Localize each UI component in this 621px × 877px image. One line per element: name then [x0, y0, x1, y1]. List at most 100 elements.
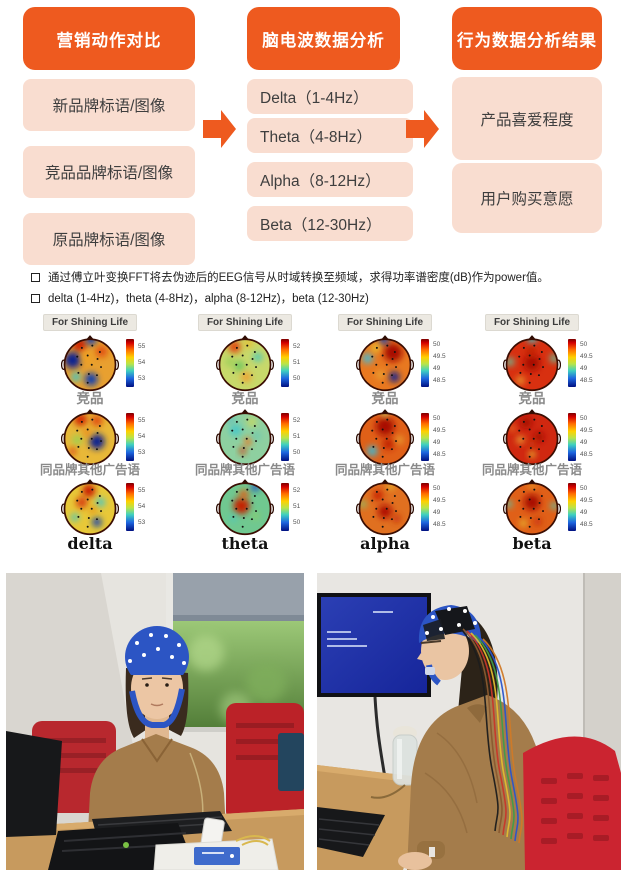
flow-item-product-liking: 产品喜爱程度 — [452, 77, 602, 160]
flow-item-theta: Theta（4-8Hz） — [247, 118, 413, 153]
eeg-topomap-cell — [502, 334, 562, 392]
eeg-topomap-cell — [355, 408, 415, 466]
colorbar-tick: 55 — [138, 487, 146, 494]
colorbar-tick: 54 — [138, 359, 146, 366]
colorbar-tick: 50 — [580, 485, 588, 492]
eeg-topomap-grid: For Shining Life 55 54 53 For Shining Life … — [39, 315, 593, 553]
chin-strap — [129, 688, 185, 728]
colorbar-tick: 51 — [293, 433, 301, 440]
bullet-square-icon — [31, 294, 40, 303]
electrode-wires — [458, 626, 523, 844]
eeg-topomap-cell — [215, 334, 275, 392]
colorbar-tick: 48.5 — [433, 377, 446, 384]
eeg-topomap-cell — [502, 408, 562, 466]
bullet-line-bands: delta (1-4Hz)，theta (4-8Hz)，alpha (8-12H… — [48, 293, 369, 305]
colorbar-tick: 49.5 — [433, 353, 446, 360]
yellow-cables — [235, 835, 271, 846]
colorbar-tick: 49 — [433, 365, 441, 372]
colorbar — [421, 483, 429, 531]
tv-screen — [317, 593, 431, 779]
flow-item-purchase-intent: 用户购买意愿 — [452, 163, 602, 233]
colorbar-tick: 50 — [293, 375, 301, 382]
colorbar-tick: 48.5 — [433, 521, 446, 528]
colorbar-tick: 48.5 — [580, 377, 593, 384]
colorbar-tick: 50 — [293, 519, 301, 526]
eeg-topomap-cell — [215, 478, 275, 536]
eeg-topomap — [60, 409, 120, 466]
laptop-screen — [6, 731, 62, 837]
hand — [398, 841, 445, 870]
eeg-topomap — [355, 479, 415, 536]
condition-label-competitor: 竞品 — [231, 391, 259, 407]
condition-label-other-slogan: 同品牌其他广告语 — [481, 462, 582, 477]
colorbar-tick: 49 — [433, 509, 441, 516]
eeg-topomap — [355, 335, 415, 392]
eeg-topomap-cell — [60, 408, 120, 466]
colorbar — [568, 413, 576, 461]
band-label-beta: beta — [512, 534, 552, 553]
colorbar-tick: 49 — [433, 439, 441, 446]
colorbar-tick: 48.5 — [580, 451, 593, 458]
condition-label-brand: For Shining Life — [339, 315, 431, 330]
chin-strap — [426, 664, 441, 686]
colorbar — [126, 339, 134, 387]
flow-item-delta: Delta（1-4Hz） — [247, 79, 413, 114]
photo-side-view — [317, 573, 621, 870]
colorbar — [421, 339, 429, 387]
eeg-topomap-cell — [355, 478, 415, 536]
flow-arrow-1 — [203, 110, 236, 148]
red-chair-right — [226, 703, 304, 821]
band-label-alpha: alpha — [360, 534, 410, 553]
colorbar-tick: 53 — [138, 375, 146, 382]
colorbar-tick: 54 — [138, 433, 146, 440]
colorbar-tick: 50 — [580, 415, 588, 422]
flow-arrow-2 — [406, 110, 439, 148]
eeg-topomap — [60, 479, 120, 536]
flow-header-behavior: 行为数据分析结果 — [452, 7, 602, 70]
colorbar — [281, 339, 289, 387]
eeg-topomap-cell — [60, 478, 120, 536]
colorbar-tick: 49.5 — [580, 427, 593, 434]
colorbar-tick: 53 — [138, 519, 146, 526]
condition-label-other-slogan: 同品牌其他广告语 — [39, 462, 140, 477]
eeg-topomap-cell — [215, 408, 275, 466]
colorbar-tick: 49.5 — [433, 427, 446, 434]
bullet-square-icon — [31, 273, 40, 282]
colorbar-tick: 49 — [580, 365, 588, 372]
condition-label-brand: For Shining Life — [486, 315, 578, 330]
eeg-topomap-cell — [60, 334, 120, 392]
condition-label-competitor: 竞品 — [76, 391, 104, 407]
colorbar — [126, 413, 134, 461]
condition-label-brand: For Shining Life — [44, 315, 136, 330]
colorbar-tick: 52 — [293, 417, 301, 424]
flow-item-new-brand: 新品牌标语/图像 — [23, 79, 195, 131]
water-bottle — [370, 726, 418, 799]
flow-header-eeg: 脑电波数据分析 — [247, 7, 400, 70]
colorbar-tick: 49.5 — [580, 497, 593, 504]
amplifier-device — [153, 838, 279, 870]
glasses — [420, 640, 442, 644]
colorbar-tick: 50 — [580, 341, 588, 348]
colorbar — [568, 339, 576, 387]
eeg-topomap — [60, 335, 120, 392]
colorbar-tick: 49 — [580, 509, 588, 516]
condition-label-competitor: 竞品 — [371, 391, 399, 407]
colorbar-tick: 53 — [138, 449, 146, 456]
eeg-topomap — [355, 409, 415, 466]
flow-item-alpha: Alpha（8-12Hz） — [247, 162, 413, 197]
colorbar-tick: 49.5 — [433, 497, 446, 504]
colorbar-tick: 54 — [138, 503, 146, 510]
condition-label-other-slogan: 同品牌其他广告语 — [194, 462, 295, 477]
flow-item-original-brand: 原品牌标语/图像 — [23, 213, 195, 265]
eeg-topomap — [215, 409, 275, 466]
colorbar-tick: 49.5 — [580, 353, 593, 360]
colorbar-tick: 52 — [293, 343, 301, 350]
flow-header-marketing: 营销动作对比 — [23, 7, 195, 70]
colorbar-tick: 50 — [433, 341, 441, 348]
eeg-topomap — [215, 335, 275, 392]
keyboard — [317, 807, 385, 857]
colorbar-tick: 48.5 — [580, 521, 593, 528]
colorbar — [568, 483, 576, 531]
condition-label-competitor: 竞品 — [518, 391, 546, 407]
